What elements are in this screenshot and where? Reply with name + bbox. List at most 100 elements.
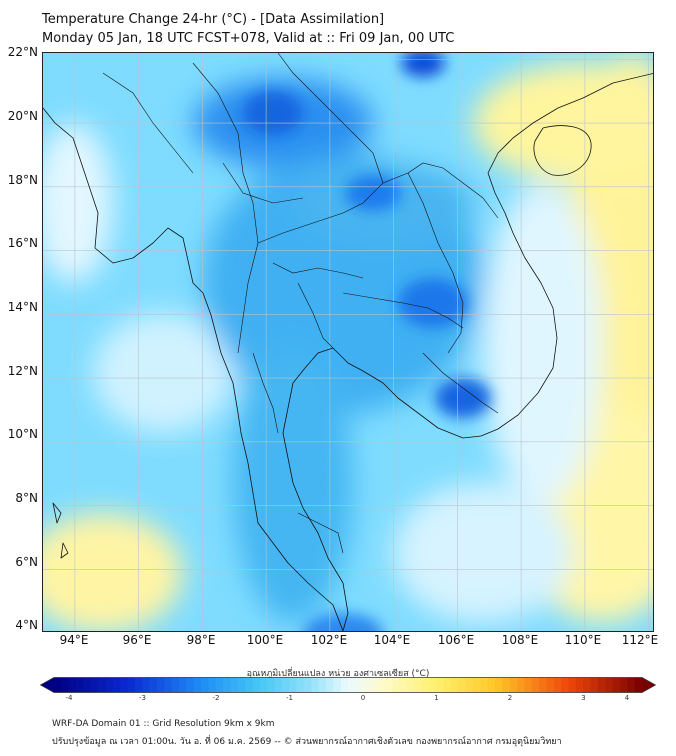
lat-label-16n: 16°N: [7, 236, 38, 250]
colorbar-cell: [428, 677, 437, 693]
colorbar-cell: [561, 677, 569, 693]
colorbar-cell: [450, 677, 459, 693]
colorbar-tick-2: 2: [507, 694, 513, 702]
graticule: [43, 53, 653, 631]
colorbar-cell: [90, 677, 99, 693]
colorbar-cell: [443, 677, 452, 693]
lon-label-100e: 100°E: [246, 633, 284, 647]
lon-label-106e: 106°E: [437, 633, 475, 647]
map-title: Temperature Change 24-hr (°C) - [Data As…: [42, 12, 385, 27]
cold-core-southern: [303, 613, 383, 631]
colorbar-cell: [245, 677, 253, 693]
colorbar-cell: [281, 677, 290, 693]
pale-area-andaman: [93, 313, 233, 433]
credit-line: ปรับปรุงข้อมูล ณ เวลา 01:00น. วัน อ. ที่…: [52, 737, 562, 747]
colorbar-cell: [230, 677, 239, 693]
temperature-change-map: [43, 53, 653, 631]
colorbar-cell: [458, 677, 466, 693]
temperature-field: [43, 53, 653, 631]
colorbar-cell: [201, 677, 209, 693]
coastlines: [43, 73, 653, 631]
colorbar-cell: [303, 677, 312, 693]
colorbar-cell: [436, 677, 444, 693]
colorbar-cell: [392, 677, 400, 693]
colorbar-cell: [325, 677, 334, 693]
colorbar-cell: [61, 677, 70, 693]
colorbar-title: อุณหภูมิเปลี่ยนแปลง หน่วย องศาเซลเซียส (…: [246, 669, 430, 679]
colorbar-cell: [546, 677, 555, 693]
colorbar-cell: [480, 677, 489, 693]
colorbar-cell: [164, 677, 172, 693]
colorbar-cell: [333, 677, 342, 693]
pale-area-south: [393, 483, 573, 623]
lon-label-104e: 104°E: [373, 633, 411, 647]
colorbar-cell: [83, 677, 92, 693]
colorbar-cell: [252, 677, 261, 693]
colorbar-cell: [517, 677, 525, 693]
lon-label-94e: 94°E: [59, 633, 89, 647]
colorbar-cell: [98, 677, 106, 693]
lat-label-14n: 14°N: [7, 300, 38, 314]
colorbar-cell: [223, 677, 231, 693]
colorbar-tick-1: 1: [434, 694, 439, 702]
colorbar-cell: [149, 677, 158, 693]
colorbar-cell: [465, 677, 474, 693]
colorbar-extend-min: [40, 677, 54, 693]
colorbar-cell: [575, 677, 584, 693]
colorbar-cell: [370, 677, 378, 693]
colorbar-cell: [267, 677, 275, 693]
colorbar-cell: [171, 677, 180, 693]
colorbar-cell: [142, 677, 150, 693]
lat-label-6n: 6°N: [15, 555, 38, 569]
lon-label-110e: 110°E: [564, 633, 602, 647]
colorbar-cell: [274, 677, 283, 693]
colorbar-cell: [502, 677, 511, 693]
colorbar-cell: [120, 677, 128, 693]
colorbar-cell: [127, 677, 136, 693]
cold-core-cambodia: [398, 278, 468, 328]
colorbar-tick-minus1: -1: [286, 694, 293, 702]
lat-label-22n: 22°N: [7, 45, 38, 59]
colorbar-cell: [340, 677, 349, 693]
colorbar-cell: [524, 677, 533, 693]
lat-label-18n: 18°N: [7, 173, 38, 187]
lon-label-108e: 108°E: [501, 633, 539, 647]
colorbar-cell: [134, 677, 143, 693]
colorbar-cell: [54, 677, 62, 693]
colorbar-cell: [509, 677, 518, 693]
colorbar-cell: [634, 677, 643, 693]
colorbar-cell: [487, 677, 496, 693]
colorbar-cell: [495, 677, 503, 693]
colorbar-cell: [531, 677, 540, 693]
colorbar-cell: [348, 677, 356, 693]
colorbar-cell: [112, 677, 121, 693]
colorbar-cell: [406, 677, 415, 693]
cold-core-north: [243, 91, 303, 135]
colorbar-cell: [472, 677, 481, 693]
colorbar-cell: [193, 677, 202, 693]
cold-core-mekong: [435, 378, 491, 418]
lat-label-20n: 20°N: [7, 109, 38, 123]
colorbar-cell: [399, 677, 408, 693]
colorbar-cell: [296, 677, 305, 693]
colorbar-cell: [178, 677, 187, 693]
colorbar: [40, 677, 656, 693]
colorbar-cell: [421, 677, 430, 693]
colorbar-cell: [597, 677, 606, 693]
lat-label-4n: 4°N: [15, 618, 38, 632]
colorbar-tick-3: 3: [581, 694, 586, 702]
map-subtitle: Monday 05 Jan, 18 UTC FCST+078, Valid at…: [42, 31, 455, 46]
colorbar-cell: [156, 677, 165, 693]
colorbar-cell: [605, 677, 613, 693]
colorbar-cell: [627, 677, 636, 693]
colorbar-cell: [583, 677, 591, 693]
colorbar-tick-minus4: -4: [65, 694, 73, 702]
lat-label-10n: 10°N: [7, 427, 38, 441]
colorbar-cell: [384, 677, 393, 693]
colorbar-tick-4: 4: [624, 694, 630, 702]
cold-core-northeast: [401, 53, 445, 77]
lon-label-98e: 98°E: [186, 633, 216, 647]
lon-label-96e: 96°E: [122, 633, 152, 647]
colorbar-cell: [612, 677, 621, 693]
colorbar-cell: [539, 677, 547, 693]
